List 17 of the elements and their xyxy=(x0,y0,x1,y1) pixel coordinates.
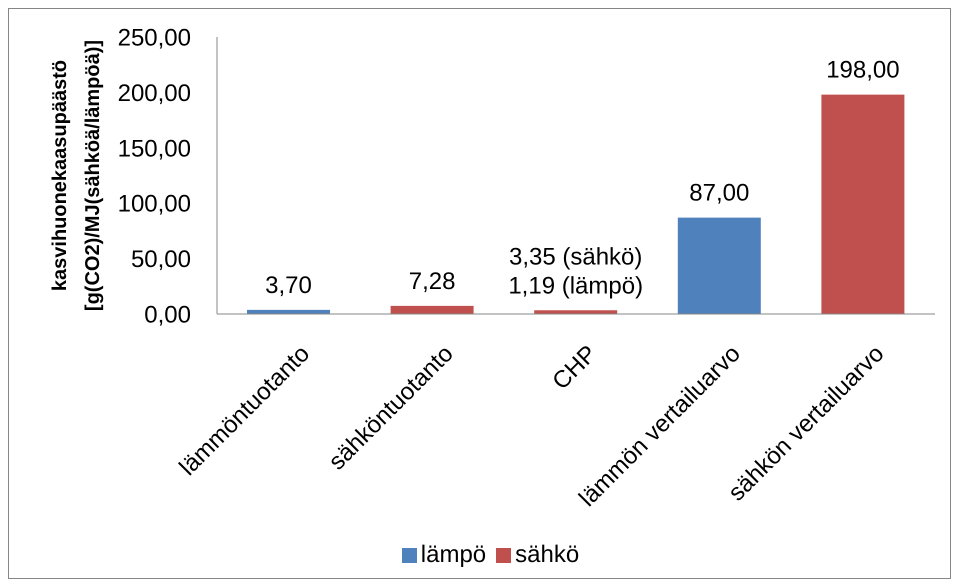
y-tick-label: 150,00 xyxy=(118,135,191,162)
data-label: 198,00 xyxy=(826,56,900,84)
data-label: 7,28 xyxy=(408,268,456,295)
bar xyxy=(678,218,761,314)
y-tick-label: 100,00 xyxy=(118,190,191,218)
y-tick-label: 0,00 xyxy=(144,302,191,329)
y-tick-label: 50,00 xyxy=(130,246,191,274)
bar xyxy=(821,94,904,314)
legend-label: lämpö xyxy=(420,541,486,568)
bar xyxy=(390,306,474,314)
y-tick-label: 200,00 xyxy=(118,80,191,107)
legend-label: sähkö xyxy=(515,541,580,568)
y-tick-label: 250,00 xyxy=(118,24,191,52)
data-label: 3,35 (sähkö) 1,19 (lämpö) xyxy=(508,243,644,300)
y-axis-title: kasvihuonekaasupäästö [g(CO2)/MJ(sähköä/lämpöä)] xyxy=(49,40,104,312)
data-label: 87,00 xyxy=(689,180,750,207)
data-label: 3,70 xyxy=(265,272,312,299)
